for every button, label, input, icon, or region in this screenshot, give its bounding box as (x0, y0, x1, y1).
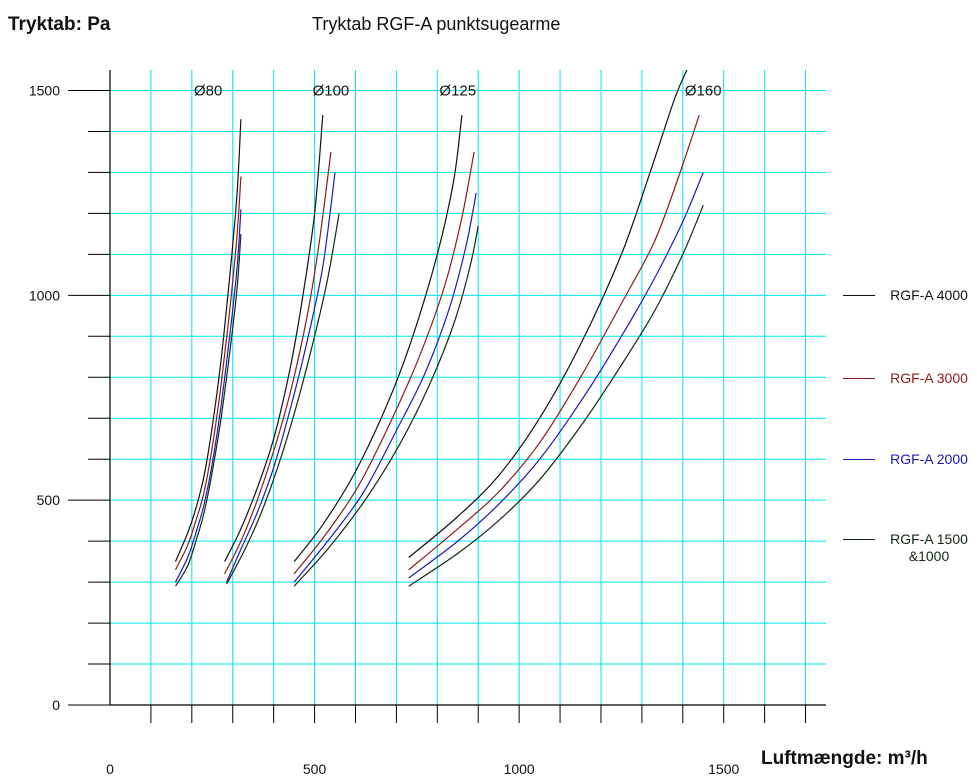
legend-line (843, 378, 875, 379)
x-axis-title: Luftmængde: m³/h (761, 748, 928, 769)
series-line-80-rgf-a-1500-1000 (174, 233, 242, 587)
y-tick-label: 500 (37, 492, 61, 508)
diameter-label: Ø125 (439, 82, 476, 99)
legend-label: RGF-A 3000 (890, 370, 968, 386)
series-line-125-rgf-a-3000 (293, 151, 475, 575)
series-line-160-rgf-a-1500-1000 (408, 204, 704, 587)
y-tick-label: 0 (52, 697, 60, 713)
diameter-labels: Ø80 Ø100 Ø125 Ø160 (194, 82, 722, 99)
series-line-160-rgf-a-4000 (408, 69, 688, 558)
legend-label: RGF-A 1500 &1000 (890, 531, 968, 564)
series-line-100-rgf-a-4000 (224, 115, 324, 562)
series-line-160-rgf-a-3000 (408, 114, 700, 571)
chart-title: Tryktab RGF-A punktsugearme (312, 14, 561, 34)
x-tick-label: 1500 (708, 761, 739, 776)
legend-label: RGF-A 2000 (890, 451, 968, 467)
legend-line (843, 459, 875, 460)
series-line-80-rgf-a-2000 (174, 209, 242, 583)
x-tick-label: 0 (106, 761, 114, 776)
chart-series (174, 69, 704, 587)
x-tick-label: 500 (303, 761, 327, 776)
series-line-100-rgf-a-1500-1000 (226, 213, 340, 585)
series-line-160-rgf-a-2000 (408, 172, 704, 579)
diameter-label: Ø100 (313, 82, 350, 99)
series-line-125-rgf-a-2000 (293, 192, 477, 583)
y-axis-title: Tryktab: Pa (8, 14, 111, 35)
chart-axes: 0 500 1000 1500 0 500 1000 1500 (29, 70, 826, 776)
legend-line (843, 539, 875, 540)
y-tick-label: 1500 (29, 82, 60, 98)
diameter-label: Ø160 (685, 82, 722, 99)
chart-grid (110, 70, 826, 705)
series-line-100-rgf-a-3000 (224, 151, 332, 575)
x-tick-label: 1000 (504, 761, 535, 776)
series-line-125-rgf-a-1500-1000 (293, 225, 479, 587)
legend-label: RGF-A 4000 (890, 287, 968, 303)
series-line-125-rgf-a-4000 (293, 115, 463, 562)
diameter-label: Ø80 (194, 82, 222, 99)
series-line-80-rgf-a-4000 (174, 119, 242, 562)
series-line-100-rgf-a-2000 (226, 172, 336, 583)
series-line-80-rgf-a-3000 (174, 176, 242, 571)
legend-line (843, 295, 875, 296)
y-tick-label: 1000 (29, 287, 60, 303)
